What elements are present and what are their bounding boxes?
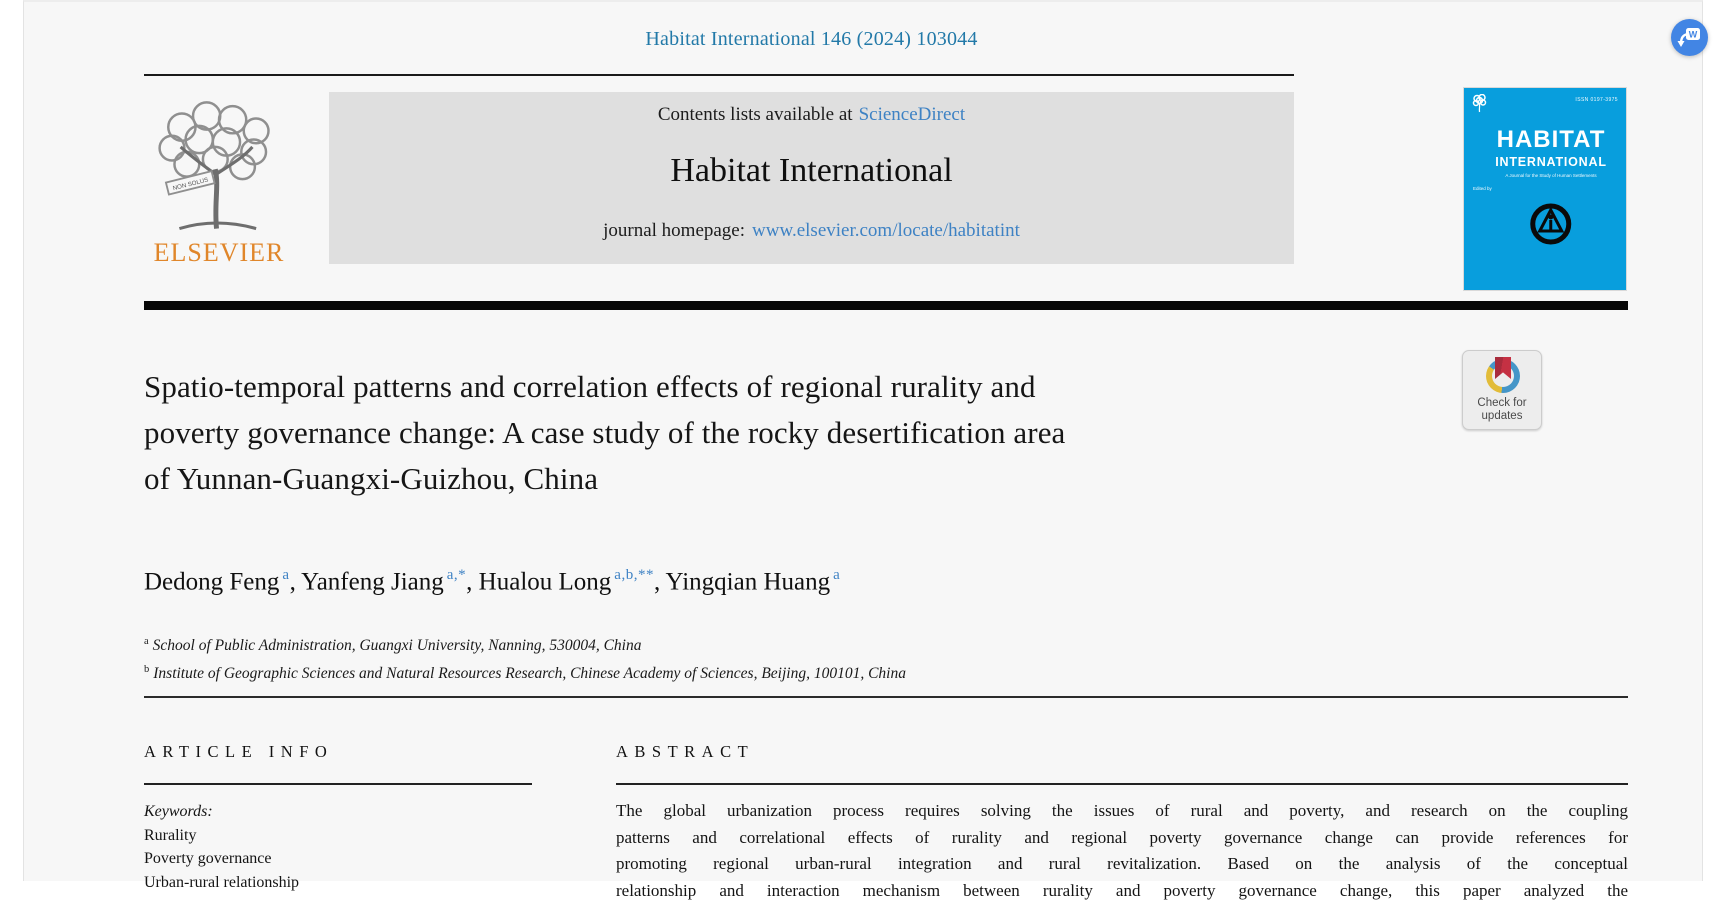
cover-issn: ISSN 0197-3975	[1575, 97, 1618, 103]
abstract-line: patterns and correlational effects of ru…	[616, 825, 1628, 852]
author-affiliation-sup: a,*	[447, 567, 466, 583]
elsevier-tree-icon: NON SOLUS	[144, 90, 294, 236]
affiliation-line: a School of Public Administration, Guangx…	[144, 630, 906, 658]
homepage-line-text: journal homepage:	[603, 220, 745, 241]
abstract-line: The global urbanization process requires…	[616, 798, 1628, 825]
sciencedirect-link[interactable]: ScienceDirect	[859, 104, 966, 125]
journal-homepage-link[interactable]: www.elsevier.com/locate/habitatint	[752, 220, 1020, 241]
author-name: , Yanfeng Jiang	[290, 568, 444, 595]
section-divider-rule	[144, 696, 1628, 698]
affiliation-text: School of Public Administration, Guangxi…	[153, 637, 642, 654]
affiliation-line: b Institute of Geographic Sciences and Na…	[144, 658, 906, 686]
keyword-item: Urban-rural relationship	[144, 871, 532, 895]
keyword-item: Poverty governance	[144, 847, 532, 871]
cover-elsevier-mini-logo	[1472, 94, 1487, 114]
cover-un-habitat-emblem	[1527, 200, 1575, 248]
journal-masthead-banner: Contents lists available at ScienceDirect…	[329, 92, 1294, 264]
svg-text:W: W	[1689, 30, 1698, 40]
article-title: Spatio-temporal patterns and correlation…	[144, 364, 1504, 502]
author-affiliation-sup: a	[833, 567, 840, 583]
article-title-line: Spatio-temporal patterns and correlation…	[144, 364, 1504, 410]
contents-line-text: Contents lists available at	[658, 104, 853, 125]
abstract-text: The global urbanization process requires…	[616, 798, 1628, 904]
author-affiliation-sup: a	[282, 567, 289, 583]
abstract-rule	[616, 783, 1628, 785]
masthead-top-rule	[144, 74, 1294, 76]
affiliation-sup: b	[144, 664, 149, 675]
article-title-line: poverty governance change: A case study …	[144, 410, 1504, 456]
article-title-line: of Yunnan-Guangxi-Guizhou, China	[144, 456, 1504, 502]
article-info-heading: ARTICLE INFO	[144, 742, 333, 762]
author-name: , Yingqian Huang	[654, 568, 830, 595]
author-name: , Hualou Long	[466, 568, 611, 595]
cover-title-line1: HABITAT	[1464, 126, 1626, 154]
keywords-block: Keywords: Rurality Poverty governance Ur…	[144, 800, 532, 894]
masthead-divider-bar	[144, 301, 1628, 310]
homepage-line: journal homepage: www.elsevier.com/locate…	[329, 220, 1294, 242]
elsevier-wordmark: ELSEVIER	[142, 238, 296, 268]
cover-title-line2: INTERNATIONAL	[1464, 155, 1626, 169]
author-name: Dedong Feng	[144, 568, 279, 595]
abstract-line: promoting regional urban-rural integrati…	[616, 851, 1628, 878]
journal-name: Habitat International	[329, 152, 1294, 190]
pdf-viewer-canvas: { "journal_header": { "citation": "Habit…	[0, 0, 1725, 881]
abstract-line: relationship and interaction mechanism b…	[616, 878, 1628, 904]
journal-citation: Habitat International 146 (2024) 103044	[329, 28, 1294, 51]
affiliations: a School of Public Administration, Guangx…	[144, 630, 906, 685]
article-info-rule	[144, 783, 532, 785]
cover-subtitle: A Journal for the Study of Human Settlem…	[1464, 173, 1626, 178]
author-affiliation-sup: a,b,**	[614, 567, 654, 583]
translate-icon: W	[1671, 19, 1708, 56]
cover-edited-by: Edited by	[1473, 186, 1492, 192]
keywords-label: Keywords:	[144, 800, 532, 824]
keyword-item: Rurality	[144, 824, 532, 848]
document-page: Habitat International 146 (2024) 103044 …	[23, 0, 1703, 881]
journal-cover-thumbnail: ISSN 0197-3975 HABITAT INTERNATIONAL A J…	[1464, 88, 1626, 290]
abstract-heading: ABSTRACT	[616, 742, 754, 762]
affiliation-text: Institute of Geographic Sciences and Nat…	[153, 665, 906, 682]
elsevier-logo: NON SOLUS ELSEVIER	[142, 90, 296, 268]
affiliation-sup: a	[144, 636, 149, 647]
contents-line: Contents lists available at ScienceDirect	[329, 104, 1294, 126]
translate-float-button[interactable]: W	[1671, 19, 1708, 56]
